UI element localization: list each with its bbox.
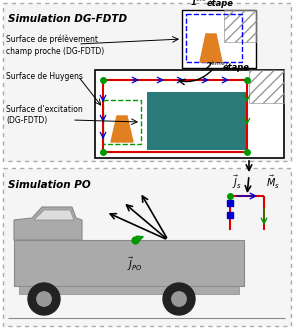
Bar — [249, 70, 284, 103]
Polygon shape — [14, 207, 82, 240]
Bar — [147, 92, 248, 150]
Text: Simulation DG-FDTD: Simulation DG-FDTD — [8, 14, 127, 24]
Text: $\vec{J}_s$: $\vec{J}_s$ — [232, 174, 242, 191]
Text: $\vec{J}_{PO}$: $\vec{J}_{PO}$ — [127, 256, 143, 273]
Bar — [14, 240, 244, 286]
Text: $\vec{M}_s$: $\vec{M}_s$ — [266, 174, 280, 191]
Text: 2$^{\rm ème}$: 2$^{\rm ème}$ — [205, 59, 225, 72]
Bar — [186, 14, 242, 62]
Circle shape — [28, 283, 60, 315]
Bar — [103, 100, 141, 144]
Bar — [3, 3, 291, 161]
Text: Surface de Huygens: Surface de Huygens — [6, 72, 83, 81]
Bar — [224, 10, 256, 42]
Polygon shape — [34, 210, 74, 220]
Text: 1$^{\rm ère}$: 1$^{\rm ère}$ — [190, 0, 207, 8]
Text: Surface de prélèvement
champ proche (DG-FDTD): Surface de prélèvement champ proche (DG-… — [6, 35, 104, 56]
Bar — [182, 10, 256, 68]
Bar — [19, 286, 239, 294]
Polygon shape — [200, 34, 222, 62]
Text: Simulation PO: Simulation PO — [8, 180, 91, 190]
Circle shape — [163, 283, 195, 315]
Text: Surface d’excitation
(DG-FDTD): Surface d’excitation (DG-FDTD) — [6, 105, 83, 125]
Circle shape — [37, 292, 51, 306]
Bar — [3, 168, 291, 326]
Polygon shape — [111, 116, 133, 142]
Text: étape: étape — [223, 63, 250, 72]
Bar — [95, 70, 284, 158]
Circle shape — [172, 292, 186, 306]
Text: étape: étape — [207, 0, 234, 8]
